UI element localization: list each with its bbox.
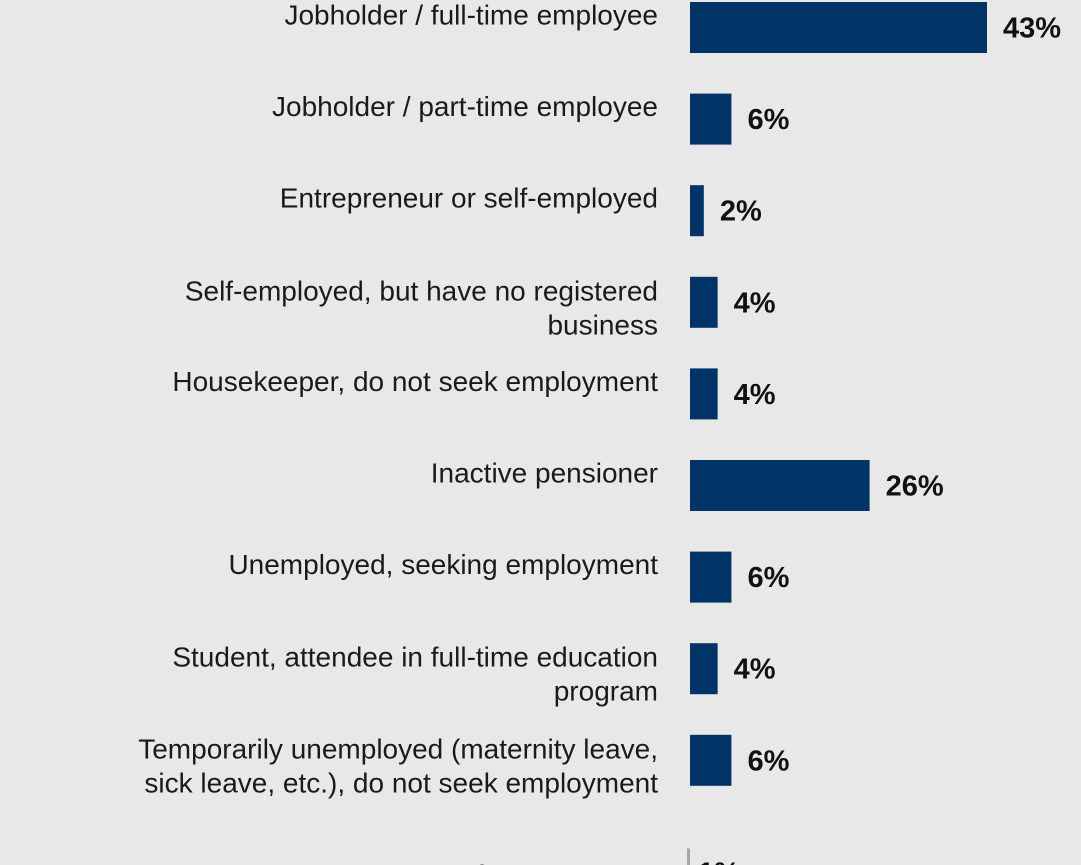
bar-7 (690, 551, 732, 603)
bar-6 (690, 460, 870, 511)
category-label-line: Unemployed, seeking employment (228, 549, 658, 580)
category-label-line: Student, attendee in full-time education (172, 642, 658, 673)
category-label-line: program (554, 676, 658, 707)
value-label-9: 6% (747, 745, 789, 777)
value-label-7: 6% (747, 562, 789, 594)
value-labels: 43% 6% 2% 4% 4% 26% 6% 4% 6% 1% (698, 13, 1061, 865)
bar-3 (690, 185, 704, 237)
category-labels: Jobholder / full-time employee Jobholder … (138, 0, 658, 865)
bars (687, 2, 987, 865)
bar-1 (690, 2, 987, 53)
bar-10 (687, 848, 690, 865)
value-label-10: 1% (698, 857, 740, 865)
category-label-line: business (547, 309, 658, 340)
category-label-line: Temporarily unemployed (maternity leave, (138, 733, 658, 764)
category-label-line: Housekeeper, do not seek employment (172, 366, 658, 397)
bar-4 (690, 276, 718, 328)
category-label-line: sick leave, etc.), do not seek employmen… (144, 767, 658, 798)
value-label-6: 26% (886, 471, 944, 503)
value-label-8: 4% (734, 654, 776, 686)
category-label-line: Jobholder / part-time employee (272, 91, 658, 122)
category-label-line: Self-employed, but have no registered (185, 275, 658, 306)
category-label-3: Entrepreneur or self-employed (280, 183, 658, 214)
category-label-4: Self-employed, but have no registered bus… (185, 275, 658, 340)
category-label-line: Jobholder / full-time employee (284, 0, 658, 31)
value-label-5: 4% (734, 379, 776, 411)
value-label-1: 43% (1003, 13, 1061, 45)
category-label-6: Inactive pensioner (431, 458, 658, 489)
value-label-2: 6% (747, 104, 789, 136)
category-label-5: Housekeeper, do not seek employment (172, 366, 658, 397)
bar-5 (690, 368, 718, 420)
category-label-10: Refuse to answer (440, 859, 658, 865)
category-label-1: Jobholder / full-time employee (284, 0, 658, 31)
value-label-4: 4% (734, 287, 776, 319)
category-label-2: Jobholder / part-time employee (272, 91, 658, 122)
category-label-line: Entrepreneur or self-employed (280, 183, 658, 214)
value-label-3: 2% (720, 196, 762, 228)
bar-9 (690, 734, 732, 786)
bar-8 (690, 643, 718, 695)
category-label-8: Student, attendee in full-time education… (172, 642, 658, 707)
category-label-line: Refuse to answer (440, 859, 658, 865)
category-label-9: Temporarily unemployed (maternity leave,… (138, 733, 658, 798)
bar-2 (690, 93, 732, 145)
category-label-7: Unemployed, seeking employment (228, 549, 658, 580)
category-label-line: Inactive pensioner (431, 458, 658, 489)
